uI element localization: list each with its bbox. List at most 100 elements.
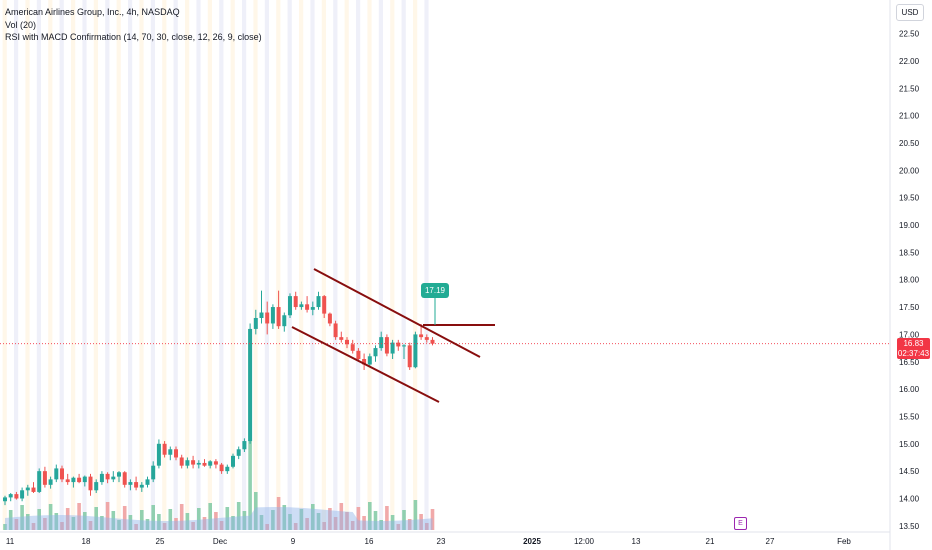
candle-body (196, 462, 201, 465)
candle-body (99, 473, 104, 483)
volume-bar (339, 503, 344, 530)
session-band (36, 0, 41, 530)
candle-body (54, 468, 59, 480)
session-band (82, 0, 87, 530)
candle-body (407, 345, 412, 368)
session-band (230, 0, 235, 530)
candle-body (191, 460, 196, 465)
y-tick-label: 19.50 (899, 194, 920, 203)
volume-bar (430, 509, 435, 530)
volume-bar (259, 515, 264, 530)
candle-body (430, 339, 435, 344)
candle-body (168, 449, 173, 455)
y-tick-label: 15.00 (899, 440, 920, 449)
session-band (264, 0, 269, 530)
candle-body (236, 449, 241, 456)
session-band (207, 0, 212, 530)
x-tick-label: 12:00 (574, 537, 595, 546)
y-tick-label: 17.00 (899, 330, 920, 339)
candle-body (8, 494, 13, 498)
candle-body (276, 307, 281, 327)
candle-body (219, 464, 224, 472)
volume-bar (8, 510, 13, 530)
candle-body (356, 350, 361, 360)
volume-bar (179, 504, 184, 530)
candle-body (42, 471, 47, 485)
candle-body (345, 339, 349, 345)
volume-bar (94, 507, 98, 530)
volume-bar (271, 510, 275, 530)
y-tick-label: 20.00 (899, 166, 920, 175)
volume-bar (225, 507, 230, 530)
candle-body (248, 328, 253, 442)
volume-legend[interactable]: Vol (20) (5, 19, 37, 30)
volume-bar (111, 511, 116, 530)
candle-body (231, 455, 235, 467)
candle-body (253, 317, 258, 329)
volume-bar (14, 519, 19, 530)
candle-body (259, 312, 264, 318)
last-price-tag: 16.83 02:37:43 (897, 338, 930, 359)
candle-body (185, 460, 190, 466)
volume-bar (174, 518, 178, 530)
indicator-legend[interactable]: RSI with MACD Confirmation (14, 70, 30, … (5, 32, 262, 42)
session-band (162, 0, 167, 530)
volume-bar (157, 514, 161, 530)
candle-body (367, 356, 372, 365)
volume-bar (202, 517, 207, 530)
candle-body (151, 465, 156, 480)
candle-body (117, 472, 121, 477)
symbol-title[interactable]: American Airlines Group, Inc., 4h, NASDA… (5, 7, 180, 17)
volume-bar (122, 506, 127, 530)
bar-countdown: 02:37:43 (897, 348, 930, 358)
x-tick-label: 18 (82, 537, 91, 546)
session-band (356, 0, 361, 530)
volume-bar (425, 523, 429, 530)
candle-body (424, 337, 429, 340)
candle-body (413, 334, 418, 368)
volume-bar (145, 519, 150, 530)
x-tick-label: 2025 (523, 537, 541, 546)
x-tick-label: Dec (213, 537, 227, 546)
last-price-value: 16.83 (903, 339, 924, 348)
volume-bar (162, 523, 167, 530)
candle-body (322, 296, 327, 314)
volume-bar (322, 522, 326, 530)
volume-bar (128, 515, 133, 530)
currency-button[interactable]: USD (896, 4, 924, 21)
candle-body (65, 479, 70, 483)
candle-body (384, 337, 389, 354)
x-tick-label: 11 (6, 537, 15, 546)
session-band (59, 0, 64, 530)
volume-bar (390, 515, 395, 530)
candle-body (316, 296, 321, 308)
y-tick-label: 14.00 (899, 495, 920, 504)
session-band (413, 0, 418, 530)
candle-body (396, 342, 401, 347)
session-band (48, 0, 53, 530)
y-tick-label: 22.50 (899, 30, 920, 39)
volume-bar (316, 513, 321, 530)
volume-bar (248, 440, 252, 530)
session-band (242, 0, 247, 530)
volume-bar (197, 508, 201, 530)
candle-body (293, 296, 298, 308)
volume-bar (60, 522, 64, 530)
candle-body (305, 304, 310, 310)
volume-bar (276, 497, 281, 530)
candle-body (139, 484, 144, 488)
volume-bar (151, 505, 155, 530)
session-band (390, 0, 395, 530)
y-tick-label: 18.00 (899, 276, 920, 285)
volume-bar (242, 511, 247, 530)
volume-bar (117, 520, 121, 530)
x-tick-label: 16 (365, 537, 374, 546)
candle-body (265, 312, 270, 324)
volume-bar (328, 508, 332, 530)
y-tick-label: 16.50 (899, 358, 920, 367)
earnings-event-marker[interactable]: E (734, 517, 747, 530)
volume-bar (83, 512, 87, 530)
volume-bar (293, 523, 298, 530)
volume-bar (288, 514, 292, 530)
